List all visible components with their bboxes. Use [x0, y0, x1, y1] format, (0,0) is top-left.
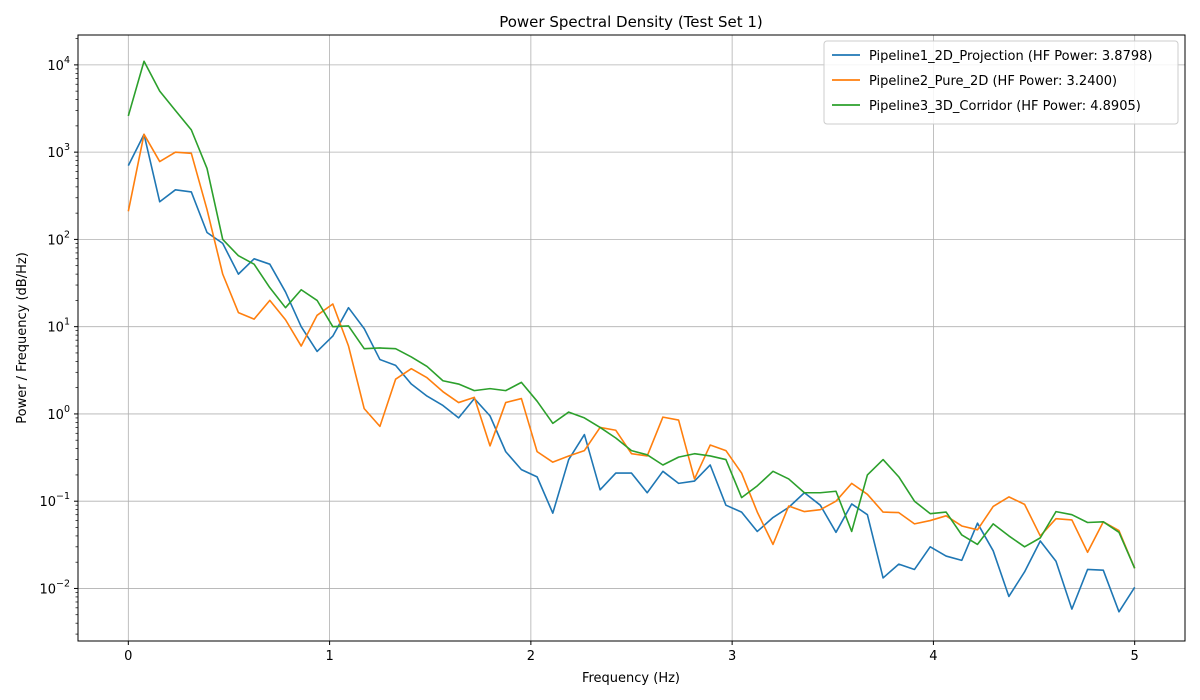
- x-tick-label: 2: [527, 649, 535, 664]
- y-tick-label: 102: [47, 229, 70, 248]
- series-line-3: [127, 60, 1136, 569]
- plot-frame: [77, 34, 1186, 642]
- y-axis-label: Power / Frequency (dB/Hz): [15, 252, 30, 424]
- x-axis-label: Frequency (Hz): [582, 671, 680, 686]
- x-tick-label: 0: [124, 649, 132, 664]
- y-tick-label: 104: [47, 55, 70, 74]
- x-tick-label: 4: [929, 649, 937, 664]
- y-tick-label: 10−2: [39, 578, 70, 597]
- x-axis: 0 1 2 3 4 5: [124, 641, 1139, 664]
- y-tick-label: 101: [47, 317, 70, 336]
- y-tick-label: 100: [47, 404, 70, 423]
- x-tick-label: 3: [728, 649, 736, 664]
- legend-label: Pipeline2_Pure_2D (HF Power: 3.2400): [869, 74, 1117, 89]
- x-tick-label: 5: [1131, 649, 1139, 664]
- series-layer: [127, 60, 1136, 613]
- grid-lines: [78, 35, 1185, 641]
- y-tick-label: 10−1: [39, 491, 70, 510]
- legend: Pipeline1_2D_Projection (HF Power: 3.879…: [823, 40, 1179, 125]
- legend-label: Pipeline3_3D_Corridor (HF Power: 4.8905): [869, 99, 1141, 114]
- series-line-2: [127, 133, 1136, 569]
- series-line-1: [127, 133, 1136, 613]
- y-axis: 10−2 10−1 100 101 102 103 104: [39, 38, 78, 635]
- y-tick-label: 103: [47, 142, 70, 161]
- legend-box: [823, 40, 1179, 125]
- x-tick-label: 1: [325, 649, 333, 664]
- chart-title: Power Spectral Density (Test Set 1): [499, 13, 763, 31]
- legend-label: Pipeline1_2D_Projection (HF Power: 3.879…: [869, 49, 1152, 64]
